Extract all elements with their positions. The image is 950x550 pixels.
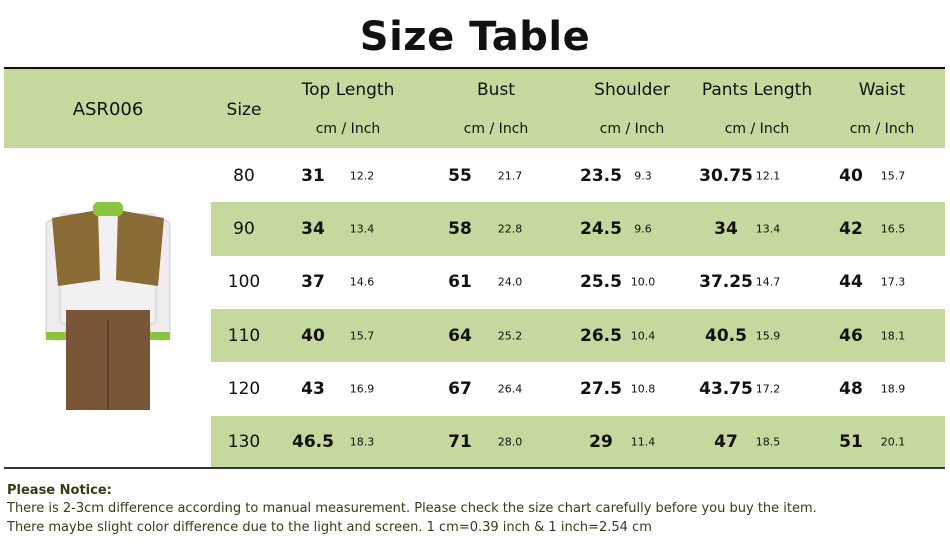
cm-cell: 40 xyxy=(839,165,863,186)
table-row: 110 40 15.7 64 25.2 26.5 10.4 40.5 15.9 46 18.1 xyxy=(211,308,945,363)
cm-cell: 51 xyxy=(839,432,863,453)
product-code: ASR006 xyxy=(72,99,144,120)
table-header xyxy=(4,69,945,148)
cm-cell: 46 xyxy=(839,325,863,346)
inch-cell: 21.7 xyxy=(497,169,523,183)
inch-cell: 13.4 xyxy=(755,222,781,236)
column-unit: cm / Inch xyxy=(599,121,665,137)
column-header: Top Length xyxy=(301,80,395,100)
cm-cell: 30.75 xyxy=(699,165,753,186)
column-unit: cm / Inch xyxy=(315,121,381,137)
inch-cell: 14.7 xyxy=(755,275,781,289)
size-cell: 120 xyxy=(227,378,261,399)
cm-cell: 26.5 xyxy=(580,325,622,346)
inch-cell: 10.0 xyxy=(630,275,656,289)
inch-cell: 9.3 xyxy=(634,169,652,183)
cm-cell: 43 xyxy=(301,378,325,399)
inch-cell: 14.6 xyxy=(349,275,375,289)
cm-cell: 23.5 xyxy=(580,165,622,186)
cm-cell: 24.5 xyxy=(580,218,622,239)
inch-cell: 16.5 xyxy=(880,222,906,236)
inch-cell: 13.4 xyxy=(349,222,375,236)
inch-cell: 26.4 xyxy=(497,382,523,396)
inch-cell: 18.1 xyxy=(880,329,906,343)
column-unit: cm / Inch xyxy=(463,121,529,137)
inch-cell: 12.2 xyxy=(349,169,375,183)
cm-cell: 34 xyxy=(714,218,738,239)
cm-cell: 40 xyxy=(301,325,325,346)
table-row: 80 31 12.2 55 21.7 23.5 9.3 30.75 12.1 40 15.7 xyxy=(211,149,945,202)
cm-cell: 25.5 xyxy=(580,272,622,293)
inch-cell: 15.7 xyxy=(880,169,906,183)
inch-cell: 10.4 xyxy=(630,329,656,343)
inch-cell: 12.1 xyxy=(755,169,781,183)
inch-cell: 20.1 xyxy=(880,435,906,449)
cm-cell: 29 xyxy=(589,432,613,453)
column-header: Pants Length xyxy=(701,80,813,100)
inch-cell: 28.0 xyxy=(497,435,523,449)
inch-cell: 15.9 xyxy=(755,329,781,343)
inch-cell: 11.4 xyxy=(630,435,656,449)
cm-cell: 47 xyxy=(714,432,738,453)
column-unit: cm / Inch xyxy=(849,121,915,137)
costume-image xyxy=(45,202,171,410)
notice-line: There maybe slight color difference due … xyxy=(7,520,652,535)
divider xyxy=(4,467,945,469)
table-row: 90 34 13.4 58 22.8 24.5 9.6 34 13.4 42 16.5 xyxy=(211,202,945,256)
size-cell: 100 xyxy=(227,272,261,293)
inch-cell: 10.8 xyxy=(630,382,656,396)
cm-cell: 58 xyxy=(448,218,472,239)
cm-cell: 42 xyxy=(839,218,863,239)
column-header: Bust xyxy=(477,80,515,100)
size-cell: 90 xyxy=(233,218,255,239)
cm-cell: 37.25 xyxy=(699,272,753,293)
table-row: 100 37 14.6 61 24.0 25.5 10.0 37.25 14.7 44 17.3 xyxy=(211,256,945,309)
notice-title: Please Notice: xyxy=(7,483,112,498)
inch-cell: 22.8 xyxy=(497,222,523,236)
size-cell: 110 xyxy=(227,325,261,346)
cm-cell: 34 xyxy=(301,218,325,239)
table-row: 130 46.5 18.3 71 28.0 29 11.4 47 18.5 51 20.1 xyxy=(211,415,945,469)
page-title: Size Table xyxy=(359,14,591,60)
column-header: Shoulder xyxy=(594,80,670,100)
cm-cell: 43.75 xyxy=(699,378,753,399)
column-unit: cm / Inch xyxy=(724,121,790,137)
inch-cell: 17.3 xyxy=(880,275,906,289)
cm-cell: 44 xyxy=(839,272,863,293)
size-header: Size xyxy=(226,100,262,120)
cm-cell: 37 xyxy=(301,272,325,293)
size-cell: 130 xyxy=(227,432,261,453)
cm-cell: 46.5 xyxy=(292,432,334,453)
cm-cell: 61 xyxy=(448,272,472,293)
inch-cell: 25.2 xyxy=(497,329,523,343)
inch-cell: 15.7 xyxy=(349,329,375,343)
inch-cell: 24.0 xyxy=(497,275,523,289)
inch-cell: 18.5 xyxy=(755,435,781,449)
inch-cell: 9.6 xyxy=(634,222,652,236)
cm-cell: 55 xyxy=(448,165,472,186)
cm-cell: 48 xyxy=(839,378,863,399)
cm-cell: 27.5 xyxy=(580,378,622,399)
notice-line: There is 2-3cm difference according to m… xyxy=(7,501,817,516)
cm-cell: 71 xyxy=(448,432,472,453)
column-header: Waist xyxy=(858,80,906,100)
cm-cell: 64 xyxy=(448,325,472,346)
inch-cell: 17.2 xyxy=(755,382,781,396)
size-cell: 80 xyxy=(233,165,255,186)
cm-cell: 67 xyxy=(448,378,472,399)
cm-cell: 40.5 xyxy=(705,325,747,346)
inch-cell: 18.9 xyxy=(880,382,906,396)
cm-cell: 31 xyxy=(301,165,325,186)
table-row: 120 43 16.9 67 26.4 27.5 10.8 43.75 17.2 48 18.9 xyxy=(211,362,945,415)
divider xyxy=(4,67,945,69)
inch-cell: 18.3 xyxy=(349,435,375,449)
inch-cell: 16.9 xyxy=(349,382,375,396)
